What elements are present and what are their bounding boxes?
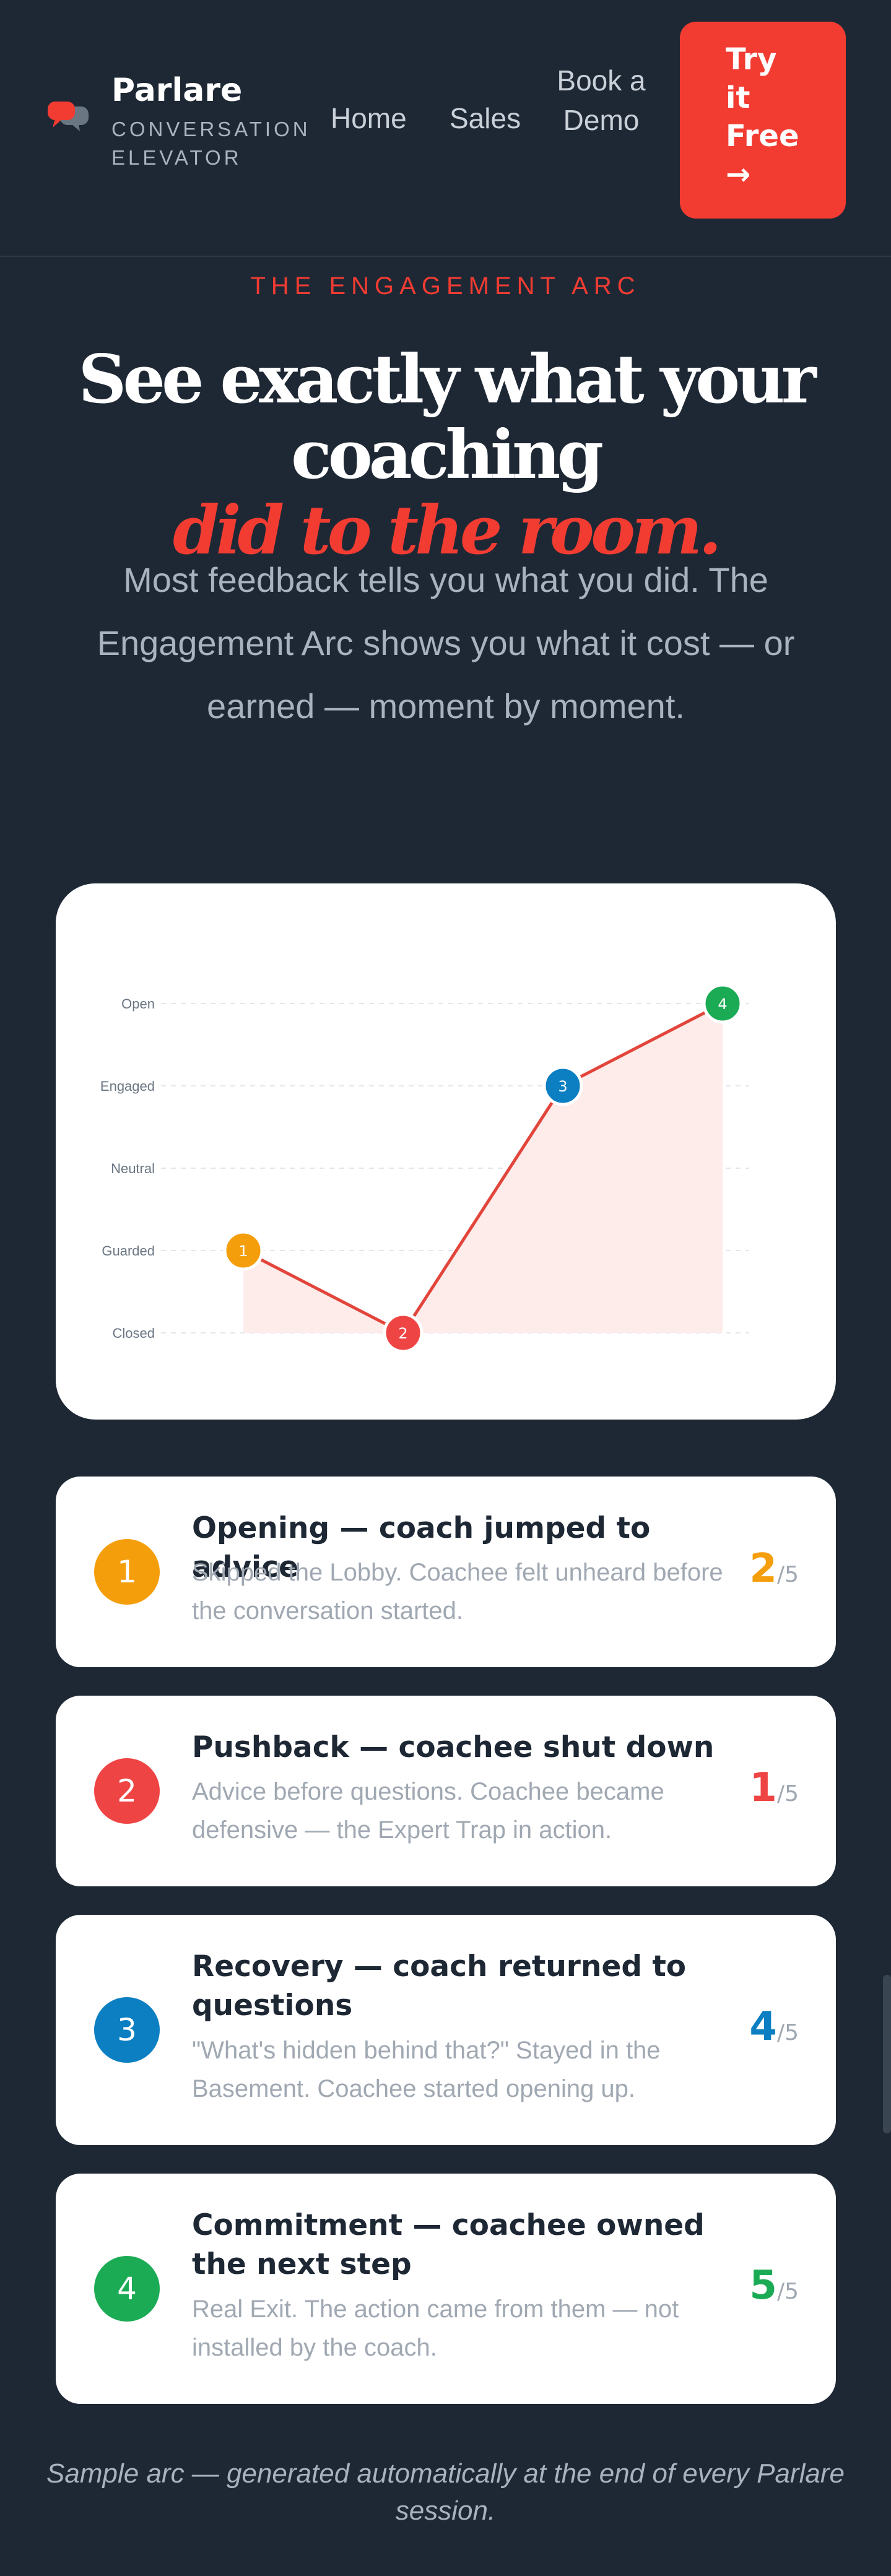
- moment-score-value: 2: [749, 1546, 777, 1592]
- moment-title: Recovery — coach returned to questions: [192, 1949, 687, 2023]
- arc-point-label: 1: [238, 1242, 248, 1260]
- moment-number-badge: 4: [94, 2256, 160, 2322]
- moment-card-1: 1 Opening — coach jumped to advice Skipp…: [56, 1477, 836, 1667]
- arc-point-marker: [223, 1230, 264, 1271]
- moment-score: 1/5: [724, 1765, 799, 1811]
- arc-area: [243, 1004, 723, 1333]
- y-tick-label: Neutral: [111, 1161, 155, 1176]
- arc-point-marker: [542, 1065, 583, 1106]
- moment-description: Advice before questions. Coachee became …: [192, 1778, 664, 1844]
- moment-score: 5/5: [724, 2263, 799, 2309]
- moment-description: Real Exit. The action came from them — n…: [192, 2296, 679, 2361]
- moment-number-badge: 3: [94, 1997, 160, 2063]
- y-tick-label: Closed: [113, 1325, 155, 1341]
- section-eyebrow: THE ENGAGEMENT ARC: [250, 272, 641, 300]
- arc-line: [242, 1002, 724, 1335]
- arc-point-label: 4: [718, 995, 727, 1013]
- moment-title: Commitment — coachee owned the next step: [192, 2208, 705, 2281]
- moment-description: Skipped the Lobby. Coachee felt unheard …: [192, 1559, 723, 1624]
- moment-number-badge: 1: [94, 1539, 160, 1605]
- moment-score-max: /5: [776, 1562, 799, 1587]
- moment-title: Pushback — coachee shut down: [192, 1730, 715, 1764]
- moment-score-value: 5: [749, 2263, 777, 2309]
- y-tick-label: Engaged: [100, 1078, 155, 1094]
- moment-score-value: 1: [749, 1765, 777, 1811]
- hero-title-accent: did to the room.: [173, 492, 722, 570]
- moment-score-value: 4: [749, 2004, 777, 2050]
- moment-description: "What's hidden behind that?" Stayed in t…: [192, 2037, 661, 2102]
- moment-card-4: 4 Commitment — coachee owned the next st…: [56, 2174, 836, 2404]
- y-tick-label: Open: [121, 996, 155, 1012]
- moment-score: 2/5: [724, 1546, 799, 1592]
- moment-score: 4/5: [724, 2004, 799, 2050]
- engagement-arc-chart: Closed Guarded Neutral Engaged Open 1 2 3 4: [100, 983, 749, 1353]
- moment-score-max: /5: [776, 2279, 799, 2304]
- arc-point-marker: [702, 983, 743, 1024]
- site-header: Parlare CONVERSATION ELEVATOR Home Sales…: [0, 0, 891, 257]
- chat-bubbles-icon[interactable]: [46, 99, 91, 136]
- nav-home-link[interactable]: Home: [331, 102, 407, 134]
- moment-card-2: 2 Pushback — coachee shut down Advice be…: [56, 1696, 836, 1886]
- moment-number-badge: 2: [94, 1758, 160, 1824]
- cta-label-line3: Free: [726, 119, 799, 154]
- arc-point-marker: [383, 1312, 424, 1353]
- nav-sales-link[interactable]: Sales: [450, 102, 521, 134]
- hero-title-line1: See exactly what your coaching: [78, 340, 816, 494]
- hero-title: See exactly what your coaching did to th…: [0, 342, 891, 568]
- engagement-arc-chart-card: Closed Guarded Neutral Engaged Open 1 2 3 4: [56, 883, 836, 1420]
- hero-subtitle: Most feedback tells you what you did. Th…: [97, 560, 795, 726]
- y-tick-label: Guarded: [102, 1243, 155, 1259]
- moment-title: Opening — coach jumped to advice: [192, 1511, 651, 1584]
- moment-score-max: /5: [776, 2020, 799, 2045]
- brand-name[interactable]: Parlare: [111, 72, 243, 109]
- arc-point-label: 3: [558, 1078, 567, 1095]
- arrow-right-icon: →: [726, 157, 751, 192]
- moment-card-3: 3 Recovery — coach returned to questions…: [56, 1915, 836, 2145]
- cta-label-line1: Try: [726, 42, 777, 77]
- cta-label-line2: it: [726, 80, 750, 115]
- nav-book-demo-link[interactable]: Book a Demo: [557, 64, 646, 136]
- brand-tagline: CONVERSATION ELEVATOR: [111, 118, 311, 169]
- try-it-free-button[interactable]: Try it Free →: [680, 22, 846, 219]
- arc-point-label: 2: [398, 1325, 407, 1342]
- scrollbar-thumb[interactable]: [883, 1975, 891, 2133]
- moment-score-max: /5: [776, 1781, 799, 1806]
- sample-arc-footnote: Sample arc — generated automatically at …: [46, 2458, 845, 2526]
